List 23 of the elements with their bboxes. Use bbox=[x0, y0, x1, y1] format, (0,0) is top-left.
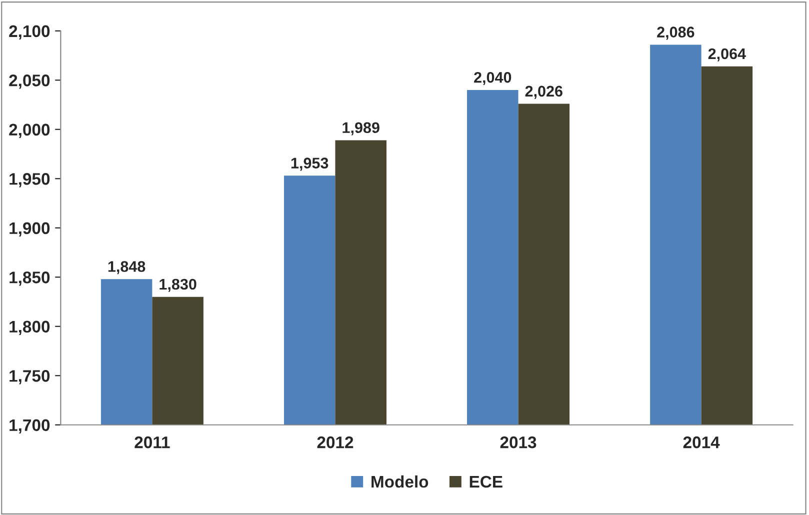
data-label: 1,848 bbox=[108, 261, 146, 274]
y-tick-label: 2,050 bbox=[9, 74, 50, 89]
data-label: 2,086 bbox=[657, 26, 694, 40]
y-tick-label: 1,850 bbox=[10, 272, 50, 286]
y-tick-label: 2,000 bbox=[9, 124, 50, 138]
data-label: 2,026 bbox=[525, 86, 562, 99]
y-tick-label: 1,800 bbox=[10, 320, 50, 335]
x-tick-label: 2013 bbox=[500, 436, 536, 448]
y-tick-label: 1,750 bbox=[10, 370, 50, 384]
x-tick-label: 2012 bbox=[317, 436, 354, 448]
data-label: 1,830 bbox=[160, 278, 196, 292]
data-label: 2,064 bbox=[708, 48, 746, 62]
legend-label: Modelo bbox=[372, 475, 428, 488]
data-label: 2,040 bbox=[474, 72, 512, 86]
data-label: 1,989 bbox=[342, 122, 380, 136]
y-tick-label: 1,900 bbox=[10, 222, 50, 237]
y-tick-label: 1,950 bbox=[10, 173, 50, 188]
y-tick-label: 1,700 bbox=[10, 419, 50, 434]
y-tick-label: 2,100 bbox=[9, 25, 50, 40]
x-tick-label: 2011 bbox=[134, 436, 170, 448]
legend-label: ECE bbox=[470, 476, 502, 488]
x-tick-label: 2014 bbox=[683, 436, 720, 448]
data-label: 1,953 bbox=[291, 158, 328, 171]
